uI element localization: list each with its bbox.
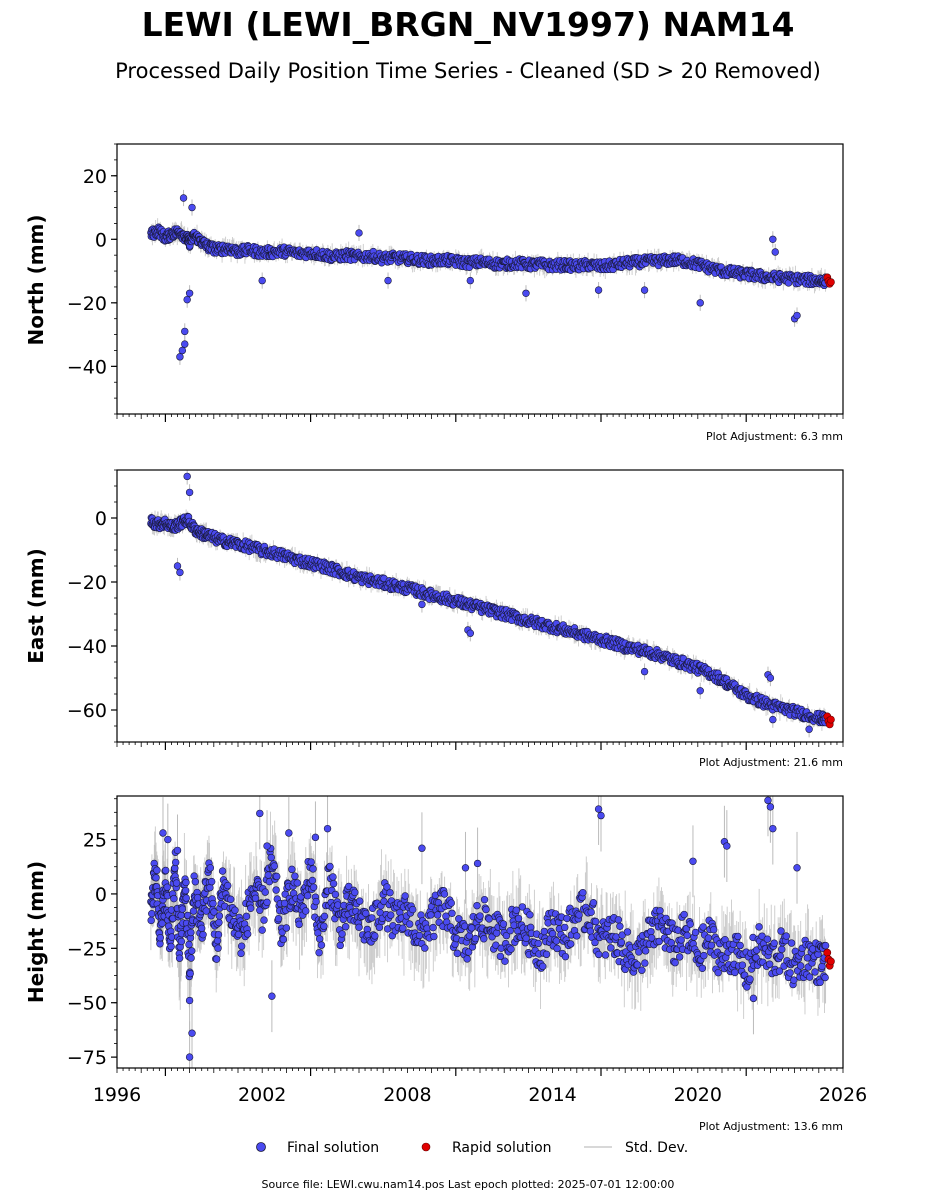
east-plot-adjustment: Plot Adjustment: 21.6 mm [699, 756, 843, 769]
north-panel: North (mm) Plot Adjustment: 6.3 mm 20 0 −2… [24, 143, 844, 443]
final-solution-points [147, 194, 830, 361]
final-solution-outlier [188, 203, 196, 212]
final-solution-outlier [384, 276, 392, 285]
final-solution-outlier [185, 488, 194, 497]
final-solution-outlier [178, 346, 187, 355]
y-tick-label: −40 [67, 356, 107, 378]
east-panel: East (mm) Plot Adjustment: 21.6 mm 0 −20 −… [24, 469, 844, 769]
y-tick-label: −20 [67, 572, 107, 594]
final-solution-point [148, 909, 156, 918]
final-solution-outlier [594, 286, 603, 294]
height-axis-label: Height (mm) [24, 861, 48, 1003]
final-solution-point [147, 916, 155, 925]
final-solution-outlier [640, 286, 649, 294]
final-solution-outlier [176, 353, 184, 361]
height-panel: Height (mm) Plot Adjustment: 13.6 mm 250… [24, 795, 867, 1133]
final-solution-outlier [183, 472, 191, 481]
y-tick-label: −20 [67, 293, 107, 315]
rapid-solution-point [827, 715, 835, 724]
height-plot-adjustment: Plot Adjustment: 13.6 mm [699, 1120, 843, 1133]
final-solution-outlier [793, 311, 801, 320]
data-layer [147, 470, 835, 738]
final-solution-outlier [181, 340, 189, 348]
final-solution-outlier [173, 562, 182, 570]
final-solution-outlier [466, 629, 475, 637]
north-plot-adjustment: Plot Adjustment: 6.3 mm [706, 430, 843, 443]
east-axis-label: East (mm) [24, 548, 48, 664]
final-solution-outlier [769, 235, 777, 243]
rapid-solution-points [823, 273, 835, 288]
rapid-solution-point [827, 278, 835, 287]
final-solution-outlier [183, 295, 191, 304]
final-solution-outlier [769, 715, 777, 724]
final-solution-outlier [179, 194, 188, 202]
final-solution-point [152, 874, 160, 882]
final-solution-outlier [522, 289, 530, 297]
chart-title: LEWI (LEWI_BRGN_NV1997) NAM14 [142, 5, 795, 44]
final-solution-outlier [185, 289, 194, 297]
y-tick-label: 0 [95, 508, 107, 530]
y-tick-label: −40 [67, 636, 107, 658]
data-layer [147, 796, 835, 1068]
final-solution-outlier [258, 276, 266, 285]
y-tick-label: −60 [67, 700, 107, 722]
final-solution-outlier [766, 674, 775, 682]
final-solution-outlier [181, 327, 189, 336]
final-solution-points [147, 796, 830, 1061]
rapid-solution-points [823, 712, 835, 729]
final-solution-outlier [418, 600, 426, 609]
final-solution-points [147, 472, 830, 733]
final-solution-outlier [805, 725, 813, 733]
final-solution-outlier [771, 248, 779, 256]
north-axis-label: North (mm) [24, 214, 48, 345]
data-layer [147, 189, 835, 365]
final-solution-outlier [176, 568, 184, 577]
y-tick-label: 20 [83, 166, 107, 188]
final-solution-outlier [696, 299, 704, 307]
final-solution-outlier [466, 276, 475, 285]
final-solution-outlier [696, 687, 704, 695]
final-solution-outlier [355, 229, 363, 237]
y-tick-label: 0 [95, 229, 107, 251]
chart-subtitle: Processed Daily Position Time Series - C… [115, 59, 821, 83]
final-solution-outlier [640, 667, 649, 676]
